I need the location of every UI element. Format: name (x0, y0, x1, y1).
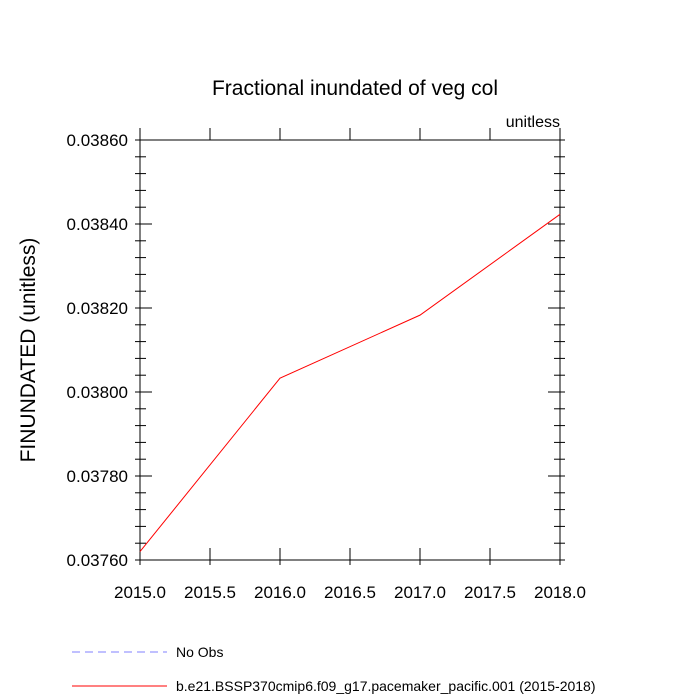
series-lines (139, 213, 561, 552)
y-tick-label: 0.03800 (67, 383, 128, 402)
y-tick-label: 0.03760 (67, 551, 128, 570)
units-label: unitless (506, 114, 560, 131)
y-tick-label: 0.03840 (67, 215, 128, 234)
x-tick-label: 2015.0 (114, 583, 166, 602)
series-line (139, 213, 561, 552)
x-tick-label: 2018.0 (534, 583, 586, 602)
chart-title: Fractional inundated of veg col (212, 77, 498, 100)
legend-label: b.e21.BSSP370cmip6.f09_g17.pacemaker_pac… (176, 678, 596, 694)
axis-tick-labels: 2015.0 2015.5 2016.0 2016.5 2017.0 2017.5 2018… (67, 131, 586, 602)
x-tick-label: 2017.0 (394, 583, 446, 602)
y-tick-label: 0.03860 (67, 131, 128, 150)
y-axis-label: FINUNDATED (unitless) (17, 238, 40, 463)
legend-label: No Obs (176, 644, 223, 660)
y-tick-label: 0.03820 (67, 299, 128, 318)
legend: No Obs b.e21.BSSP370cmip6.f09_g17.pacemak… (72, 644, 596, 694)
x-tick-label: 2017.5 (464, 583, 516, 602)
axis-ticks (135, 128, 565, 565)
x-tick-label: 2016.5 (324, 583, 376, 602)
y-tick-label: 0.03780 (67, 467, 128, 486)
x-tick-label: 2015.5 (184, 583, 236, 602)
x-tick-label: 2016.0 (254, 583, 306, 602)
plot-frame (139, 139, 561, 561)
